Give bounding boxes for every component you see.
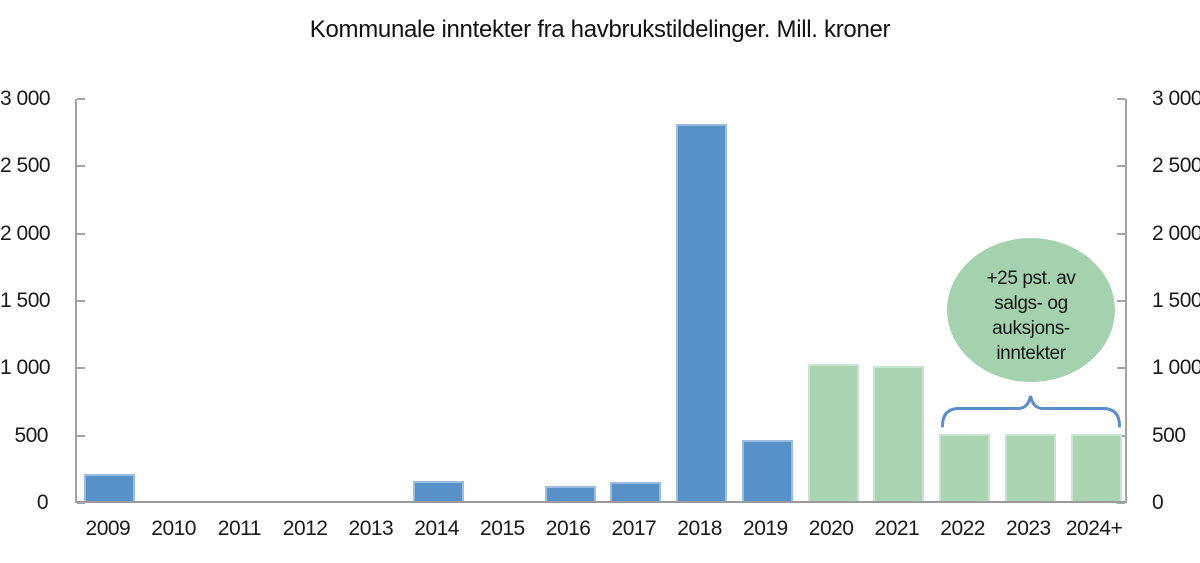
plot-area [75,98,1127,504]
y-tick-label-left: 3 000 [0,87,51,110]
x-tick-label-2021: 2021 [874,517,920,540]
x-tick-label-2017: 2017 [611,517,657,540]
bar-2023 [1004,434,1056,501]
y-tick-label-right: 2 000 [1152,221,1200,245]
x-tick-label-2024+: 2024+ [1065,517,1123,540]
y-tick-label-right: 2 500 [1152,154,1200,178]
y-tick-label-right: 1 000 [1152,356,1200,380]
y-tick-label-left: 1 000 [0,356,51,380]
y-tick-label-left: 2 000 [0,221,51,245]
y-axis-tick-left [77,300,85,302]
annotation-line: +25 pst. av [986,268,1076,289]
x-tick-label-2013: 2013 [348,517,394,540]
y-axis-tick-left [77,232,85,235]
bar-2016 [544,486,596,501]
bar-2022 [939,434,991,501]
y-axis-tick-left [77,502,85,504]
x-tick-label-2016: 2016 [545,517,591,540]
y-tick-label-right: 500 [1152,423,1186,447]
y-tick-label-right: 1 500 [1152,289,1200,312]
y-axis-tick-left [77,98,85,100]
annotation-line: salgs- og [994,293,1068,314]
bar-2018 [676,124,728,501]
y-tick-label-left: 500 [14,423,48,447]
bar-2009 [84,474,136,501]
y-axis-tick-left [77,434,85,437]
x-tick-label-2015: 2015 [480,517,525,540]
x-tick-label-2014: 2014 [414,517,459,540]
y-axis-tick-right [1117,232,1125,235]
bar-2021 [873,366,925,501]
x-tick-label-2023: 2023 [1006,517,1051,540]
y-tick-label-right: 3 000 [1152,87,1200,110]
y-axis-tick-right [1117,98,1125,100]
y-axis-tick-left [77,367,85,370]
bar-2019 [741,440,793,501]
x-tick-label-2012: 2012 [282,517,328,540]
annotation-line: auksjons- [992,318,1070,339]
x-tick-label-2020: 2020 [808,517,854,540]
bar-2014 [413,481,465,501]
x-tick-label-2018: 2018 [677,517,722,540]
y-axis-tick-right [1117,165,1125,168]
chart-title: Kommunale inntekter fra havbrukstildelin… [309,16,891,43]
y-tick-label-left: 2 500 [0,154,51,178]
y-axis-tick-left [77,165,85,168]
x-tick-label-2019: 2019 [743,517,788,540]
x-tick-label-2009: 2009 [85,517,131,540]
x-tick-label-2011: 2011 [217,517,262,540]
annotation-ellipse: +25 pst. av salgs- og auksjons- inntekte… [947,238,1115,382]
curly-brace [941,395,1121,428]
y-tick-label-right: 0 [1152,491,1164,514]
y-axis-tick-right [1117,367,1125,370]
bar-2024+ [1070,434,1122,501]
bar-2020 [807,364,859,501]
y-tick-label-left: 1 500 [0,289,51,312]
x-tick-label-2022: 2022 [940,517,985,540]
y-axis-tick-right [1117,502,1125,504]
annotation-line: inntekter [996,343,1066,364]
bar-2017 [610,482,662,501]
x-tick-label-2010: 2010 [151,517,196,540]
y-axis-tick-right [1117,300,1125,302]
y-tick-label-left: 0 [36,491,49,514]
